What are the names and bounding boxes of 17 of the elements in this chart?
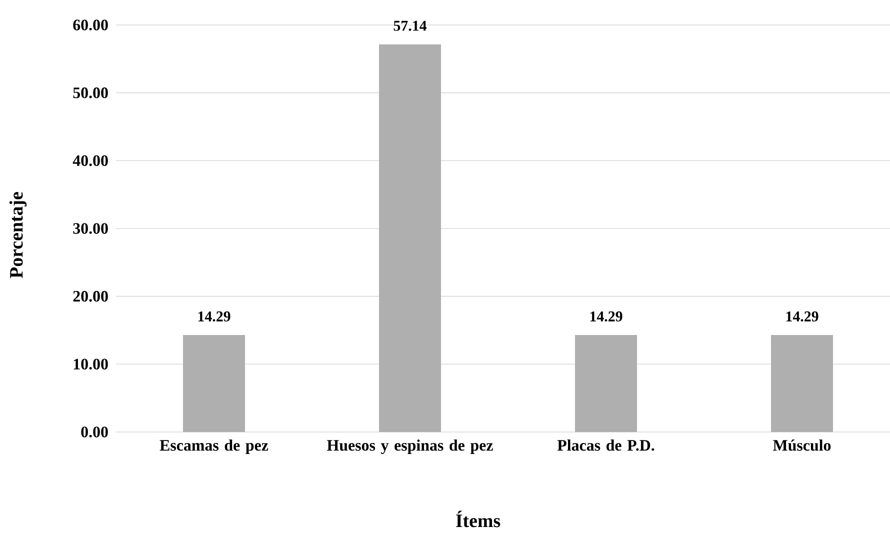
y-tick-label: 20.00 (73, 290, 108, 302)
x-tick-label: Escamas de pez (160, 440, 268, 454)
x-tick-label: Músculo (773, 440, 831, 451)
data-label: 14.29 (786, 311, 818, 322)
y-tick-label: 30.00 (73, 223, 108, 234)
x-axis-title: Ítems (456, 510, 500, 528)
y-tick-label: 50.00 (73, 87, 108, 98)
y-tick-label: 0.00 (81, 426, 108, 438)
data-label: 57.14 (394, 20, 427, 31)
data-label: 14.29 (198, 311, 230, 322)
x-tick-label: Placas de P.D. (557, 440, 654, 451)
data-label: 14.29 (590, 311, 622, 322)
y-tick-label: 10.00 (74, 358, 108, 370)
y-axis-title: Porcentaje (9, 192, 27, 278)
x-tick-label: Huesos y espinas de pez (327, 440, 493, 454)
y-tick-label: 40.00 (72, 155, 108, 166)
y-tick-label: 60.00 (73, 20, 108, 30)
